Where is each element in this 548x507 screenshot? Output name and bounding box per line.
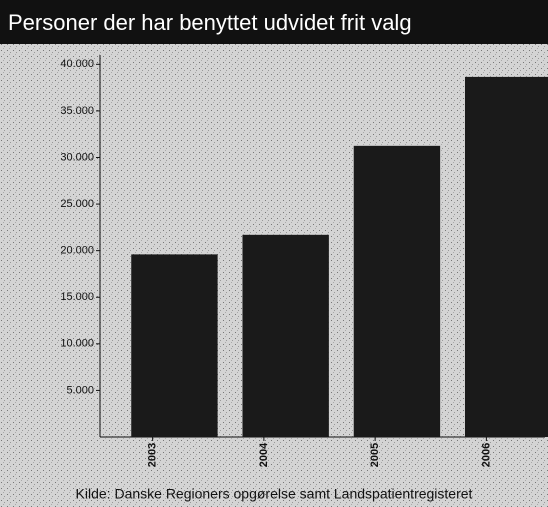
source-note: Kilde: Danske Regioners opgørelse samt L…: [76, 486, 473, 502]
title-bar: [0, 0, 548, 44]
y-tick-label: 30.000: [60, 151, 94, 163]
y-tick-label: 15.000: [60, 291, 94, 303]
bar: [353, 145, 441, 437]
x-tick-label: 2005: [369, 443, 381, 467]
x-tick-label: 2004: [258, 442, 270, 467]
y-tick-label: 35.000: [60, 105, 94, 117]
y-tick-label: 25.000: [60, 198, 94, 210]
bar: [242, 234, 329, 437]
bar: [131, 254, 218, 437]
y-tick-label: 20.000: [60, 245, 94, 257]
x-tick-label: 2003: [147, 443, 159, 467]
x-tick-label: 2006: [480, 443, 492, 467]
y-tick-label: 10.000: [60, 338, 94, 350]
bar: [464, 76, 548, 438]
y-tick-label: 5.000: [66, 384, 94, 396]
y-tick-label: 40.000: [60, 58, 94, 70]
chart-title: Personer der har benyttet udvidet frit v…: [8, 10, 412, 35]
